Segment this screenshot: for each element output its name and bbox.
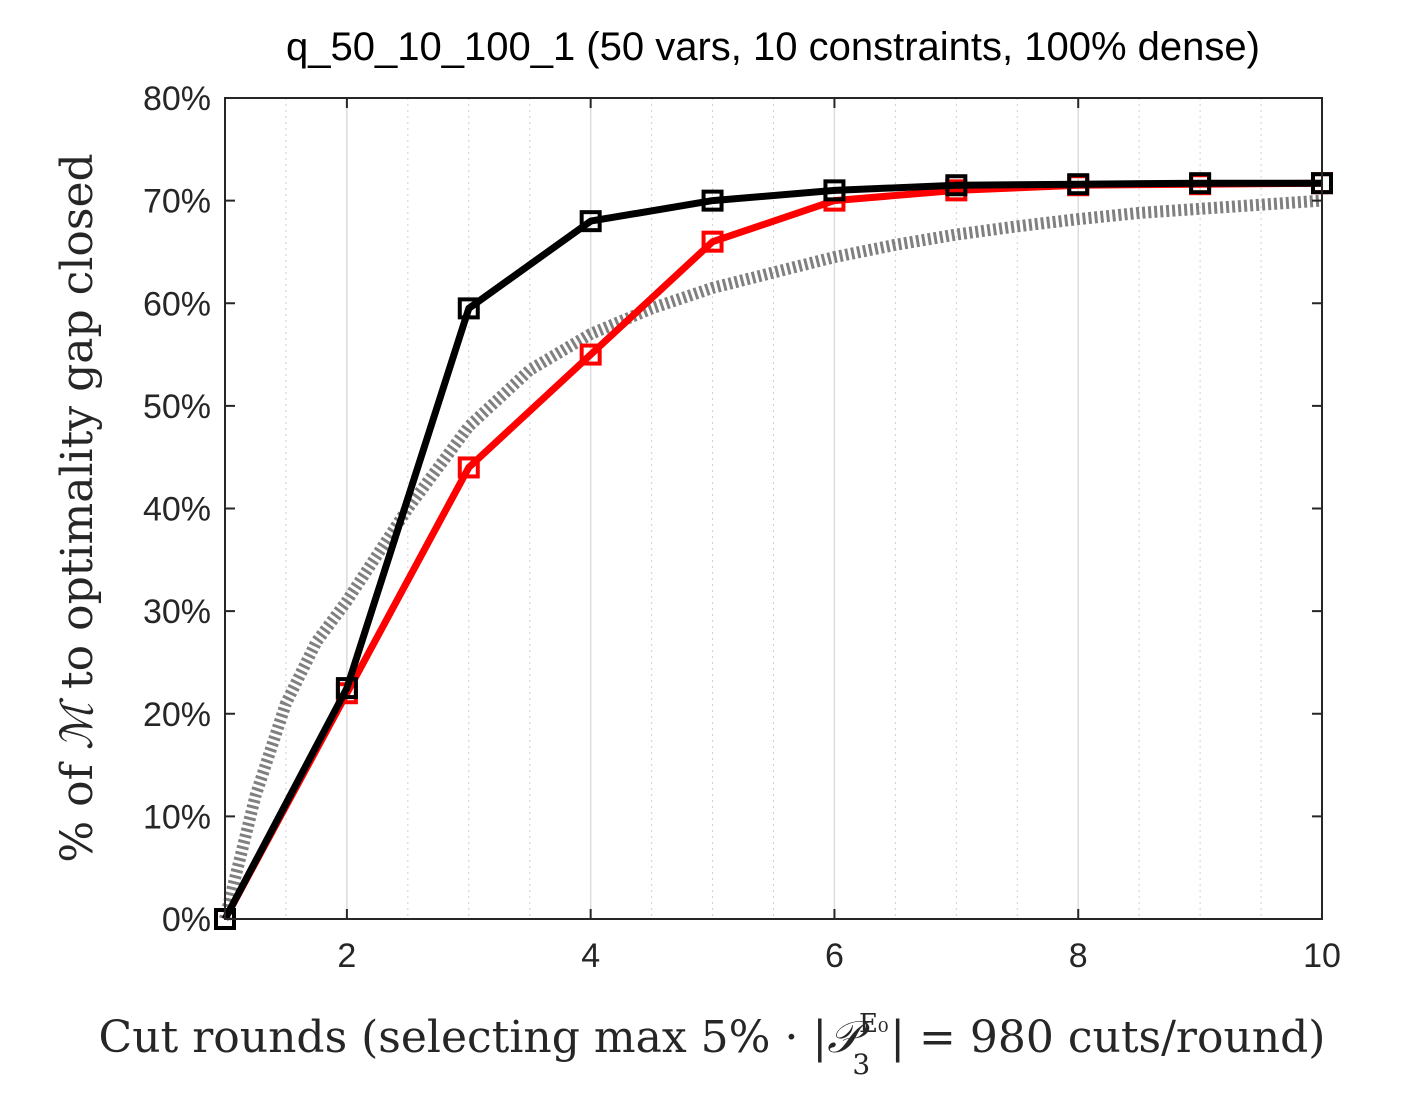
- chart-title: q_50_10_100_1 (50 vars, 10 constraints, …: [286, 25, 1260, 69]
- series-1-marker: [457, 456, 480, 479]
- x-tick-label: 10: [1303, 937, 1341, 975]
- y-axis-label-symbol: ℳ: [52, 697, 103, 750]
- y-tick-label: 60%: [143, 285, 211, 323]
- y-axis-label: % of ℳ to optimality gap closed: [52, 153, 103, 862]
- series-2-marker: [1189, 172, 1212, 195]
- x-axis-label-suffix: | = 980 cuts/round): [890, 1012, 1325, 1063]
- y-axis-label-prefix: % of: [52, 750, 103, 863]
- series-1-marker: [701, 230, 724, 253]
- y-axis-ticks: 0% 10% 20% 30% 40% 50% 60% 70% 80%: [143, 80, 1322, 939]
- series-line-0: [219, 194, 1323, 921]
- series-2-marker: [579, 210, 602, 233]
- x-tick-label: 2: [337, 937, 356, 975]
- y-tick-label: 40%: [143, 491, 211, 529]
- x-tick-label: 6: [825, 937, 844, 975]
- x-axis-label-prefix: Cut rounds (selecting max 5% · |: [99, 1012, 828, 1063]
- series-2-marker: [823, 179, 846, 202]
- y-tick-label: 10%: [143, 798, 211, 836]
- series-2-marker: [945, 174, 968, 197]
- y-tick-label: 30%: [143, 593, 211, 631]
- series-2-marker: [335, 677, 358, 700]
- series-1-marker: [579, 343, 602, 366]
- y-tick-label: 70%: [143, 183, 211, 221]
- y-tick-label: 80%: [143, 80, 211, 118]
- series-2-marker: [701, 189, 724, 212]
- y-axis-label-suffix: to optimality gap closed: [52, 153, 103, 703]
- series-line-2: [221, 179, 1322, 921]
- x-axis-ticks: 2 4 6 8 10: [337, 98, 1341, 975]
- y-tick-label: 20%: [143, 696, 211, 734]
- data-series: [214, 172, 1333, 930]
- series-2-marker: [457, 297, 480, 320]
- y-tick-label: 0%: [162, 901, 211, 939]
- x-tick-label: 8: [1069, 937, 1088, 975]
- x-axis-label-subscript: 3: [852, 1048, 870, 1081]
- series-2-marker: [1067, 173, 1090, 196]
- x-tick-label: 4: [581, 937, 600, 975]
- x-axis-label: Cut rounds (selecting max 5% · |𝒫E₀ 3| = …: [99, 1009, 1326, 1081]
- grid-lines: [285, 98, 1262, 919]
- y-tick-label: 50%: [143, 388, 211, 426]
- x-axis-label-superscript: E₀: [859, 1009, 888, 1039]
